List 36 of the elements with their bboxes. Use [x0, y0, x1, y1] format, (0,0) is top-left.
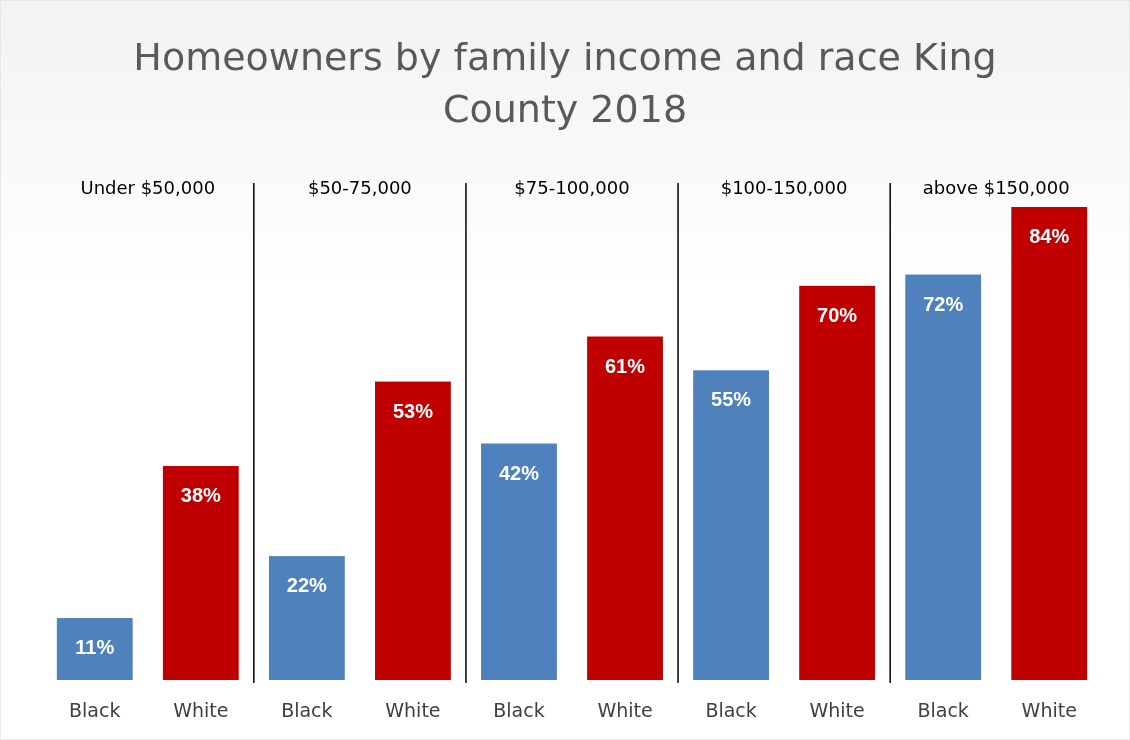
bar [905, 274, 982, 680]
data-label: 22% [286, 574, 328, 597]
x-tick-label: White [1021, 699, 1077, 721]
text: $100-150,000 [720, 177, 848, 198]
bar [56, 618, 133, 680]
bar [1011, 207, 1088, 680]
bar [693, 370, 769, 680]
text: above $150,000 [922, 177, 1070, 198]
x-tick-label: Black [705, 699, 757, 721]
x-tick-label: White [385, 699, 441, 721]
data-label: 70% [817, 303, 858, 326]
bar [799, 285, 876, 680]
data-label: 61% [605, 354, 646, 377]
data-label: 84% [1029, 225, 1070, 247]
data-label: 11% [75, 636, 115, 659]
x-tick-label: White [173, 699, 229, 721]
bar [587, 336, 663, 680]
data-label: 38% [180, 484, 222, 507]
x-tick-label: White [597, 699, 653, 721]
x-tick-label: Black [281, 699, 333, 721]
x-tick-label: Black [917, 699, 969, 721]
data-label: 55% [711, 388, 752, 411]
chart-title: Homeowners by family income and race King County 2018 [133, 35, 997, 131]
x-tick-label: Black [493, 699, 545, 721]
data-label: 53% [392, 399, 434, 422]
data-label: 42% [498, 461, 540, 484]
text: $50-75,000 [307, 177, 412, 198]
text: $75-100,000 [514, 177, 630, 198]
text: Under $50,000 [80, 177, 216, 198]
bar [268, 556, 345, 680]
x-tick-label: Black [69, 699, 121, 721]
bar [162, 466, 239, 680]
bar [375, 381, 451, 680]
data-label: 72% [923, 292, 964, 315]
x-tick-label: White [809, 699, 865, 721]
bar [481, 443, 557, 680]
